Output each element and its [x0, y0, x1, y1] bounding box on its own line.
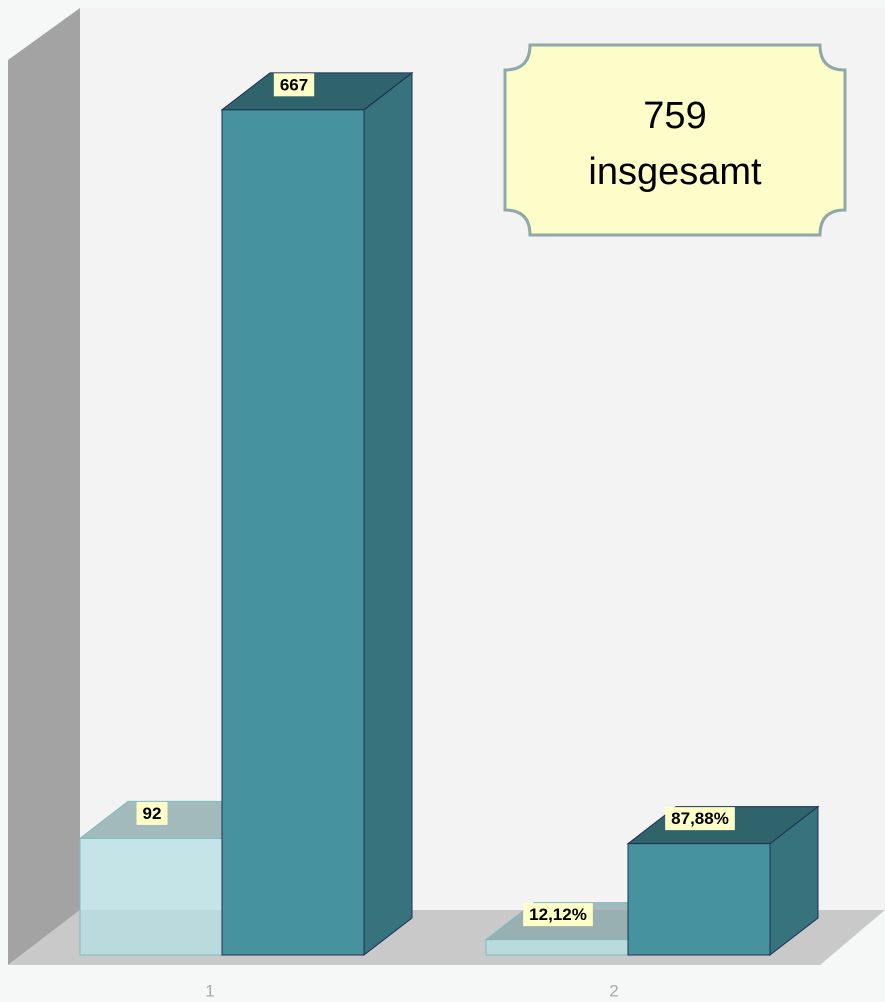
- side-wall: [8, 8, 80, 965]
- annotation-box: [503, 43, 847, 237]
- bar-front: [221, 109, 365, 956]
- value-label: 92: [143, 804, 162, 823]
- bar-front: [627, 843, 771, 956]
- value-label-box: [523, 903, 593, 927]
- bar-front: [79, 837, 223, 956]
- x-tick-label: 2: [609, 981, 618, 1000]
- bar: [220, 71, 414, 957]
- value-label: 12,12%: [529, 905, 587, 924]
- value-label-box: [136, 801, 168, 825]
- x-tick-label: 1: [205, 981, 214, 1000]
- value-label: 87,88%: [671, 809, 729, 828]
- annotation: 759 insgesamt: [503, 43, 847, 237]
- value-label: 667: [280, 75, 308, 94]
- annotation-total: 759: [643, 95, 706, 137]
- bar-side: [363, 71, 413, 957]
- annotation-text: insgesamt: [588, 151, 762, 193]
- bars: [78, 71, 820, 957]
- value-label-box: [665, 807, 735, 831]
- bar-front: [485, 939, 629, 956]
- value-label-box: [273, 73, 315, 97]
